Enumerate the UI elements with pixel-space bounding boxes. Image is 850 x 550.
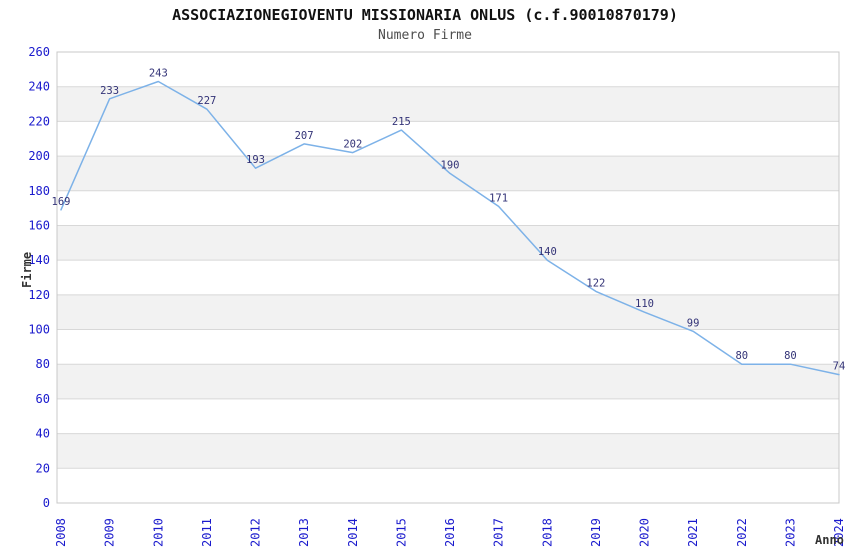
data-point-label: 80	[735, 350, 748, 362]
y-tick-label: 220	[28, 114, 50, 128]
data-point-label: 140	[538, 246, 557, 258]
y-tick-label: 80	[36, 357, 50, 371]
x-tick-label: 2022	[735, 518, 749, 547]
chart-title: ASSOCIAZIONEGIOVENTU MISSIONARIA ONLUS (…	[172, 6, 678, 24]
data-point-label: 171	[489, 192, 508, 204]
y-axis-title: Firme	[20, 252, 34, 288]
x-tick-label: 2018	[540, 518, 554, 547]
x-tick-label: 2016	[443, 518, 457, 547]
y-tick-label: 140	[28, 253, 50, 267]
data-point-label: 190	[441, 159, 460, 171]
plot-band	[57, 225, 839, 261]
y-tick-label: 240	[28, 80, 50, 94]
x-tick-label: 2013	[297, 518, 311, 547]
y-tick-label: 180	[28, 184, 50, 198]
plot-band	[57, 364, 839, 399]
plot-band	[57, 156, 839, 191]
data-point-label: 227	[197, 95, 216, 107]
data-point-label: 110	[635, 298, 654, 310]
data-point-label: 169	[52, 196, 71, 208]
y-tick-label: 100	[28, 323, 50, 337]
x-tick-label: 2021	[686, 518, 700, 547]
data-point-label: 233	[100, 85, 119, 97]
chart-subtitle: Numero Firme	[378, 28, 472, 43]
data-point-label: 74	[833, 361, 846, 373]
x-tick-label: 2019	[589, 518, 603, 547]
x-tick-label: 2017	[492, 518, 506, 547]
x-tick-label: 2009	[103, 518, 117, 547]
y-tick-label: 0	[43, 496, 50, 510]
plot-band	[57, 294, 839, 330]
x-axis-title: Anno	[815, 533, 844, 547]
data-point-label: 215	[392, 116, 411, 128]
y-tick-label: 120	[28, 288, 50, 302]
x-tick-label: 2023	[783, 518, 797, 547]
x-tick-label: 2011	[200, 518, 214, 547]
data-point-label: 207	[295, 130, 314, 142]
plot-band	[57, 86, 839, 122]
x-tick-label: 2012	[249, 518, 263, 547]
data-point-label: 243	[149, 68, 168, 80]
plot-border	[56, 51, 840, 504]
x-tick-label: 2014	[346, 518, 360, 547]
x-tick-label: 2010	[151, 518, 165, 547]
y-tick-label: 200	[28, 149, 50, 163]
x-tick-label: 2015	[394, 518, 408, 547]
y-tick-label: 40	[36, 427, 50, 441]
plot-band	[57, 433, 839, 469]
data-point-label: 122	[586, 277, 605, 289]
y-tick-label: 160	[28, 219, 50, 233]
series-line	[60, 80, 840, 376]
data-point-label: 193	[246, 154, 265, 166]
x-tick-label: 2020	[638, 518, 652, 547]
y-tick-label: 60	[36, 392, 50, 406]
data-point-label: 202	[343, 139, 362, 151]
data-point-label: 80	[784, 350, 797, 362]
data-point-label: 99	[687, 317, 700, 329]
x-tick-label: 2008	[54, 518, 68, 547]
y-tick-label: 260	[28, 45, 50, 59]
x-tick-label: 2024	[832, 518, 846, 547]
y-tick-label: 20	[36, 461, 50, 475]
